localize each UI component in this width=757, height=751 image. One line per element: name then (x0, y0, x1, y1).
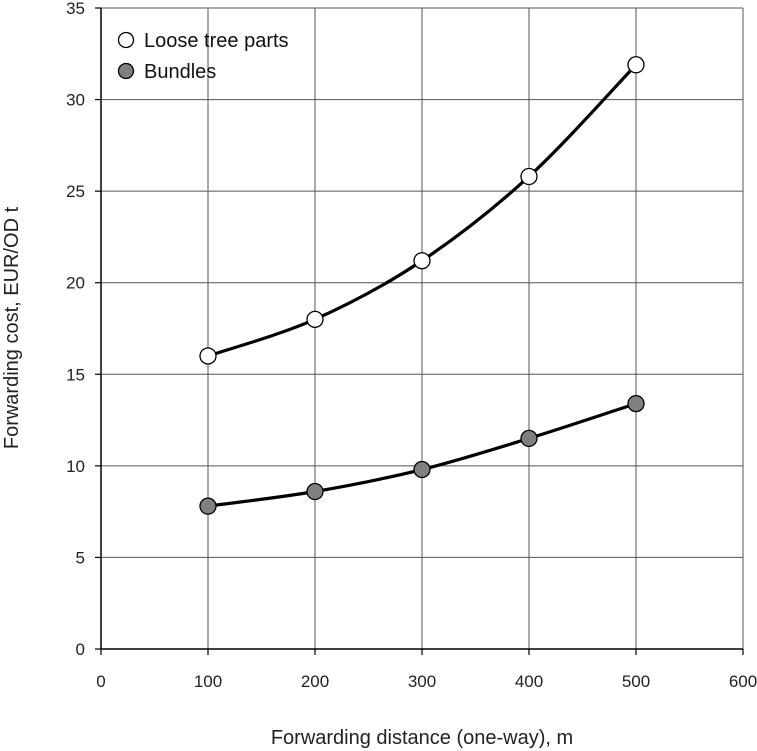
y-tick-labels: 0 5 10 15 20 25 30 35 (66, 0, 85, 659)
x-tick-label: 400 (515, 672, 543, 691)
legend-label-loose-tree-parts: Loose tree parts (144, 30, 289, 52)
x-tick-label: 100 (194, 672, 222, 691)
y-tick-label: 5 (76, 548, 85, 567)
axes (95, 7, 744, 655)
y-tick-label: 25 (66, 182, 85, 201)
series-group (199, 56, 645, 515)
data-point-loose-tree-parts (520, 167, 538, 186)
x-tick-label: 300 (408, 672, 436, 691)
x-tick-label: 600 (729, 672, 757, 691)
y-axis-title: Forwarding cost, EUR/OD t (1, 206, 23, 449)
data-point-bundles (199, 497, 217, 515)
y-tick-label: 30 (66, 91, 85, 110)
data-point-bundles (306, 482, 324, 501)
x-tick-labels: 0 100 200 300 400 500 600 (96, 672, 757, 691)
x-tick-label: 0 (96, 672, 105, 691)
y-tick-label: 15 (66, 365, 85, 384)
y-tick-label: 0 (76, 640, 85, 659)
legend-marker-loose-tree-parts (117, 31, 135, 49)
data-point-bundles (520, 429, 538, 448)
data-point-bundles (413, 460, 431, 479)
data-point-loose-tree-parts (413, 252, 431, 270)
grid-lines (101, 7, 744, 649)
data-point-loose-tree-parts (306, 310, 324, 328)
legend-label-bundles: Bundles (144, 61, 216, 83)
data-point-bundles (627, 394, 645, 413)
x-tick-label: 200 (301, 672, 329, 691)
data-point-loose-tree-parts (627, 56, 645, 74)
x-tick-label: 500 (622, 672, 650, 691)
y-tick-label: 10 (66, 457, 85, 476)
legend: Loose tree parts Bundles (117, 30, 289, 83)
y-tick-label: 35 (66, 0, 85, 18)
data-point-loose-tree-parts (199, 347, 217, 365)
y-tick-label: 20 (66, 274, 85, 293)
x-axis-title: Forwarding distance (one-way), m (271, 727, 573, 749)
legend-marker-bundles (117, 62, 135, 80)
